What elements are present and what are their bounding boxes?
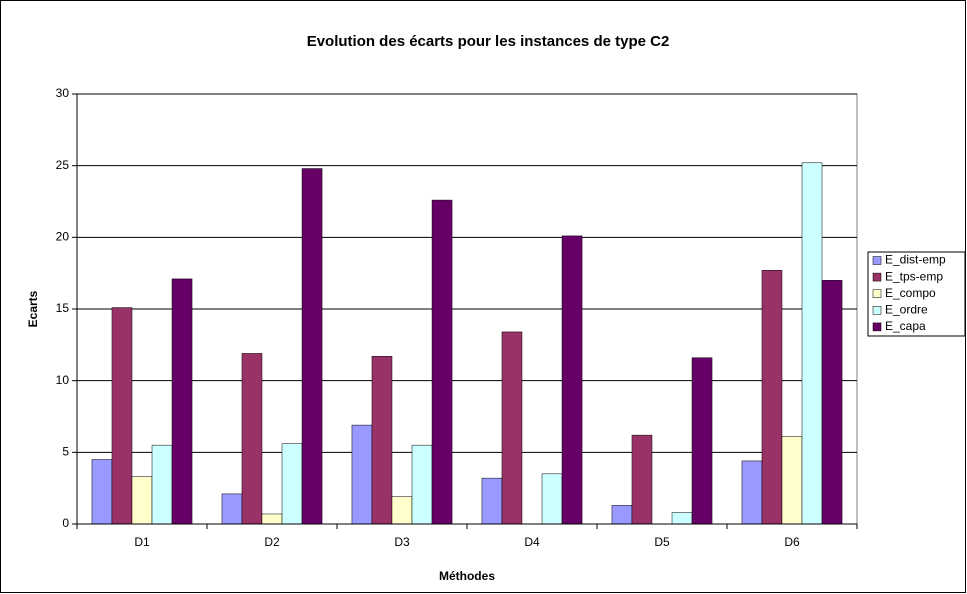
y-tick-label: 30	[56, 86, 70, 100]
y-tick-label: 25	[56, 158, 70, 172]
x-tick-label: D5	[654, 535, 670, 549]
bar	[301, 168, 323, 525]
bar	[391, 496, 413, 525]
legend-swatch	[872, 322, 882, 332]
bar	[481, 477, 503, 525]
y-tick-label: 20	[56, 230, 70, 244]
bar	[691, 357, 713, 525]
legend-label: E_compo	[885, 286, 936, 300]
bar	[241, 353, 263, 525]
legend-label: E_capa	[885, 319, 926, 333]
legend-label: E_ordre	[885, 302, 928, 316]
bar	[501, 331, 523, 525]
bar	[781, 436, 803, 525]
legend-box	[867, 251, 966, 337]
x-tick-label: D6	[784, 535, 800, 549]
bar	[431, 199, 453, 525]
y-tick-label: 10	[56, 373, 70, 387]
legend-swatch	[872, 289, 882, 298]
legend-label: E_tps-emp	[885, 269, 943, 283]
legend-label: E_dist-emp	[885, 253, 946, 267]
bar	[371, 356, 393, 525]
bar	[351, 424, 373, 525]
y-axis-label: Ecarts	[26, 290, 40, 327]
bar	[111, 307, 133, 525]
bar	[411, 444, 433, 525]
bar	[151, 444, 173, 525]
bar	[761, 270, 783, 525]
bar	[611, 505, 633, 525]
x-tick-label: D1	[134, 535, 150, 549]
y-tick-label: 5	[62, 445, 69, 459]
x-tick-label: D3	[394, 535, 410, 549]
bar	[261, 513, 283, 525]
y-tick-label: 15	[56, 301, 70, 315]
bar	[221, 493, 243, 525]
bar	[91, 459, 113, 525]
legend-swatch	[872, 306, 882, 315]
legend-swatch	[872, 256, 882, 265]
bar	[541, 473, 563, 525]
bar	[131, 476, 153, 525]
x-tick-label: D4	[524, 535, 540, 549]
bar	[281, 443, 303, 525]
chart-title: Evolution des écarts pour les instances …	[307, 33, 670, 50]
y-tick-label: 0	[62, 516, 69, 530]
x-axis-label: Méthodes	[439, 569, 495, 583]
bar	[561, 235, 583, 525]
bar	[671, 512, 693, 525]
legend-swatch	[872, 272, 882, 282]
bar	[631, 434, 653, 525]
bar	[171, 278, 193, 525]
bar	[801, 162, 823, 525]
bar	[821, 280, 843, 525]
bar	[741, 460, 763, 525]
x-tick-label: D2	[264, 535, 280, 549]
